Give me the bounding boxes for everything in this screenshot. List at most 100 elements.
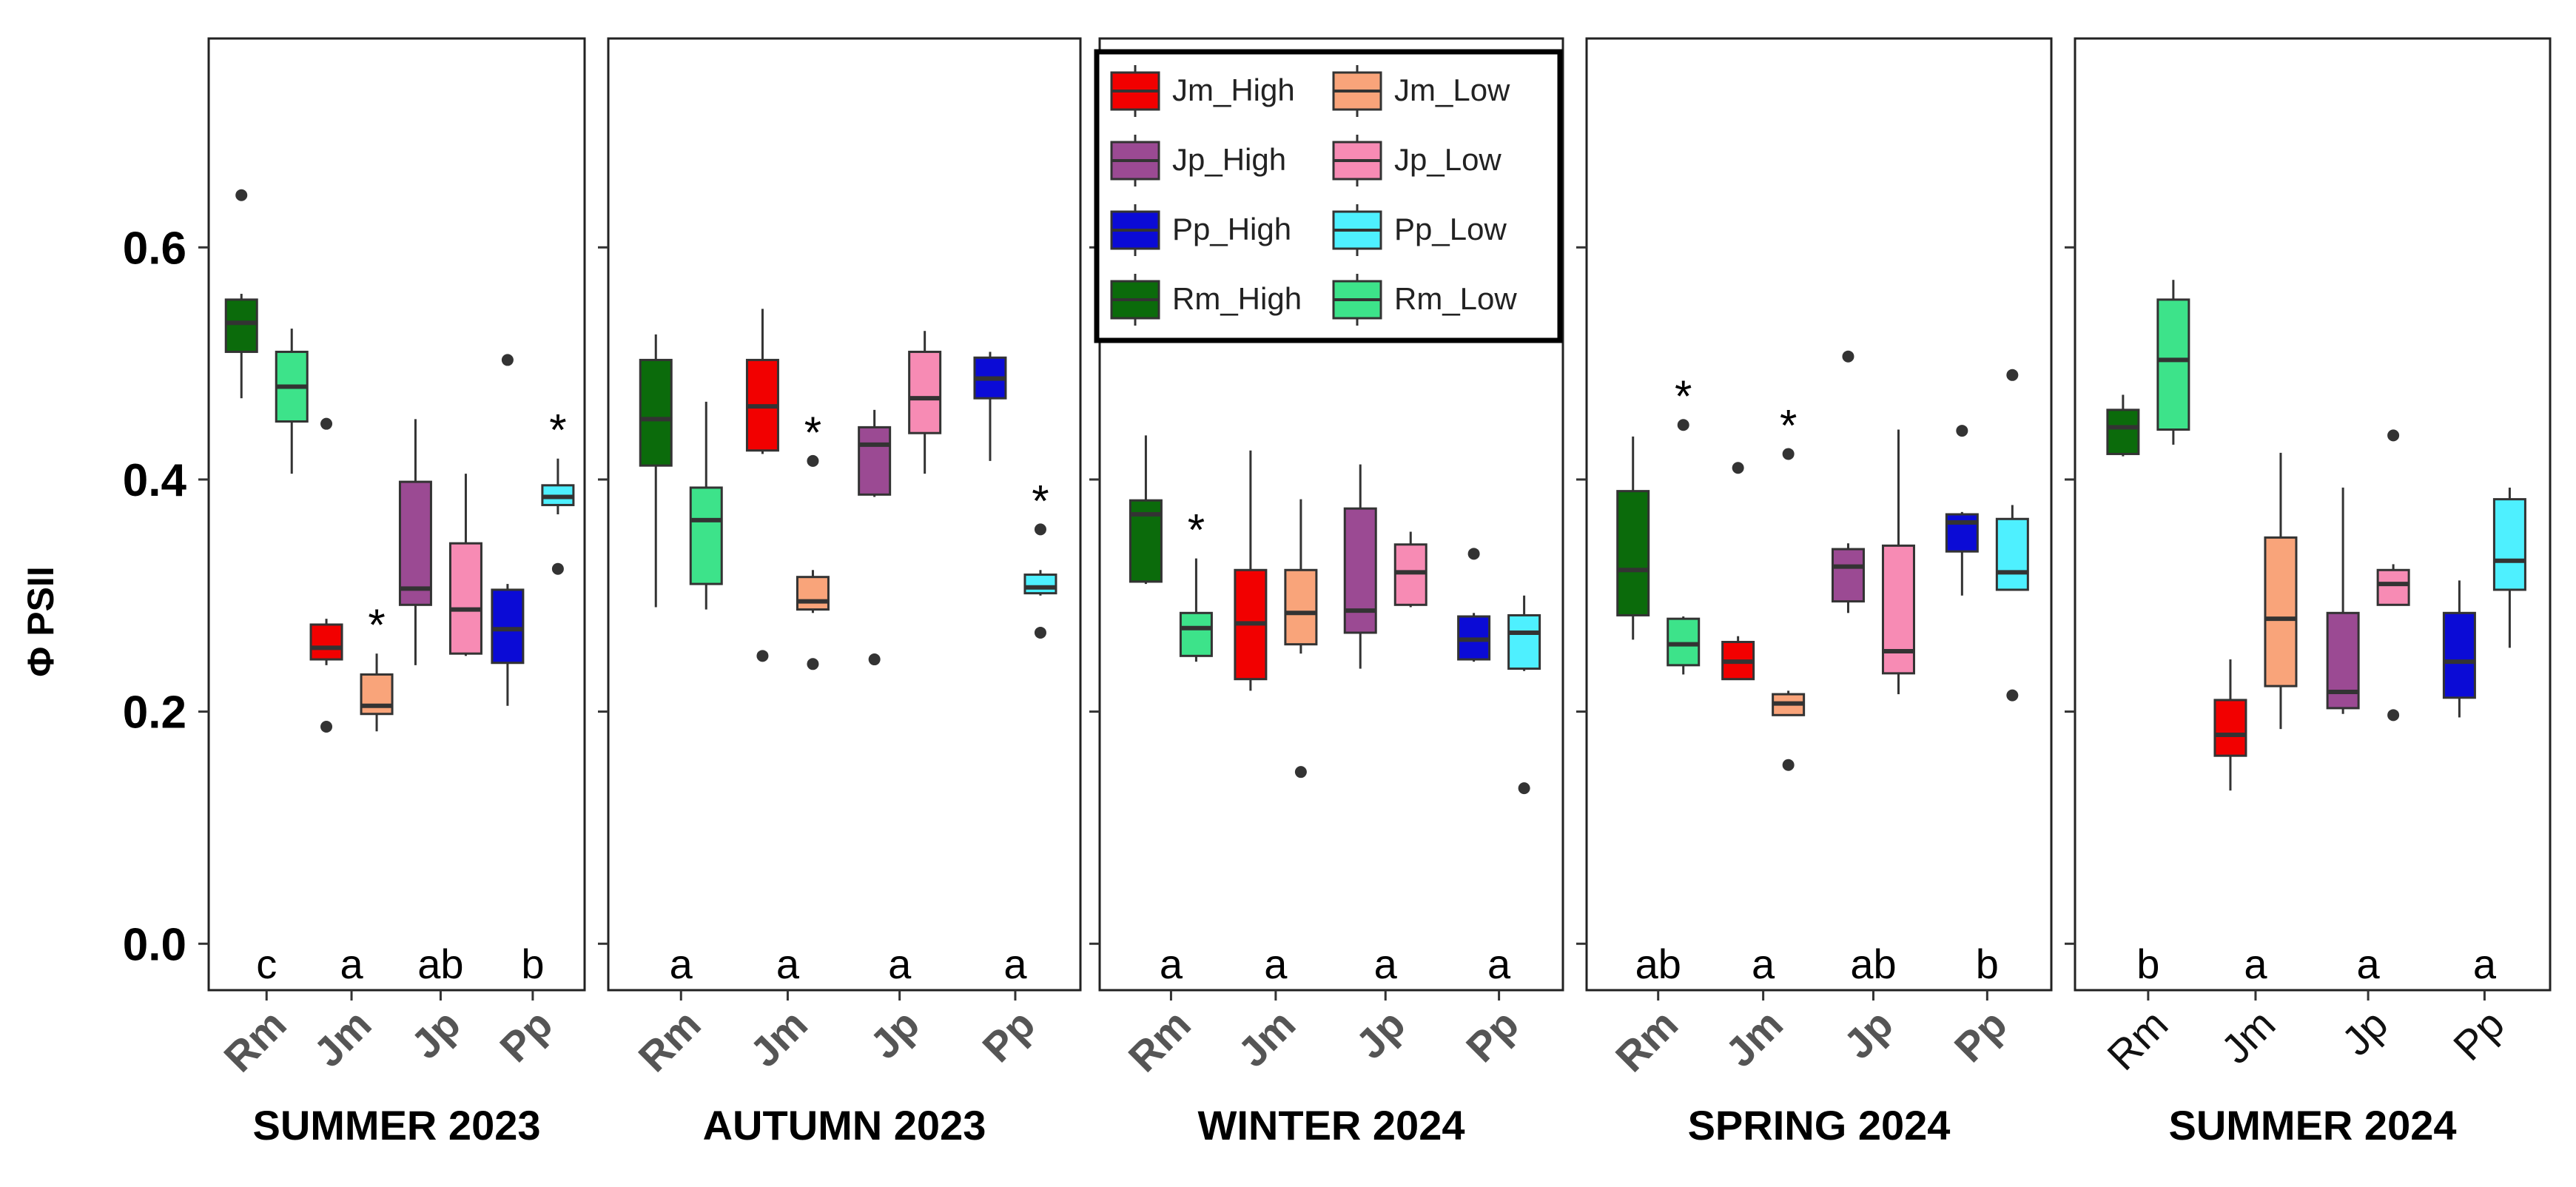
- group-letter: a: [340, 941, 363, 987]
- box-body: [1881, 544, 1915, 675]
- box-body: [224, 298, 258, 353]
- box-body: [2156, 298, 2190, 431]
- box-jp-low: [448, 474, 482, 656]
- box-jm-low: [796, 454, 830, 670]
- box-body: [689, 486, 723, 585]
- box-rm-high: [2106, 394, 2140, 457]
- box-jm-low: [1772, 448, 1806, 771]
- panel-summer-2023: * * c a ab b Rm Jm Jp Pp SUMMER 2023: [198, 37, 586, 1149]
- x-tick-label: Jm: [1716, 1001, 1792, 1076]
- outlier-point: [868, 653, 881, 666]
- legend-item-jp-low: Jp_Low: [1332, 135, 1501, 186]
- group-letter: a: [1752, 941, 1775, 987]
- box-body: [1023, 574, 1057, 595]
- box-body: [309, 623, 343, 661]
- x-tick-label: Jp: [402, 1001, 469, 1068]
- box-jp-high: [398, 419, 432, 665]
- box-rm-low: [1179, 558, 1213, 662]
- group-letter: b: [1976, 941, 1999, 987]
- box-jp-high: [1831, 350, 1865, 613]
- legend-label: Jm_High: [1172, 73, 1295, 107]
- box-body: [398, 480, 432, 606]
- group-letter: a: [2244, 941, 2267, 987]
- outlier-point: [1842, 350, 1854, 363]
- outlier-point: [320, 720, 333, 733]
- x-tick-label: Jm: [305, 1001, 380, 1076]
- group-letter: ab: [1850, 941, 1896, 987]
- legend-label: Rm_High: [1172, 281, 1302, 316]
- outlier-point: [1034, 626, 1046, 639]
- box-jm-high: [2213, 659, 2247, 791]
- outlier-point: [1467, 548, 1480, 560]
- box-body: [2376, 568, 2410, 606]
- x-tick-label: Pp: [973, 1001, 1043, 1071]
- legend-label: Jp_Low: [1394, 142, 1501, 177]
- group-letter: a: [888, 941, 912, 987]
- x-tick-label: Jp: [861, 1001, 928, 1068]
- outlier-point: [320, 417, 333, 430]
- legend-item-pp-high: Pp_High: [1110, 204, 1291, 256]
- panel-frame: [1585, 37, 2053, 992]
- box-jm-low: [2264, 452, 2298, 730]
- panel-autumn-2023: * * a a a a Rm Jm Jp Pp AUTUMN 2023: [598, 37, 1082, 1149]
- outlier-point: [756, 650, 769, 662]
- box-body: [448, 542, 482, 655]
- significance-star: *: [1780, 400, 1797, 450]
- x-tick-label: Rm: [2098, 1001, 2176, 1079]
- box-jp-low: [908, 331, 942, 474]
- box-jp-high: [858, 409, 892, 666]
- box-pp-low: [1995, 369, 2029, 702]
- box-body: [1507, 613, 1541, 670]
- y-tick-label: 0.4: [123, 455, 187, 506]
- legend: Jm_High Jm_Low Jp_High Jp_Low Pp_High Pp_Low R…: [1094, 49, 1563, 343]
- significance-star: *: [549, 406, 566, 455]
- box-body: [2442, 611, 2476, 699]
- box-rm-high: [639, 334, 673, 608]
- outlier-point: [1294, 766, 1307, 779]
- significance-star: *: [1675, 371, 1692, 421]
- box-body: [491, 588, 525, 665]
- x-tick-label: Pp: [491, 1001, 561, 1071]
- box-jm-high: [1721, 462, 1755, 681]
- group-letter: a: [776, 941, 800, 987]
- y-tick-label: 0.0: [123, 919, 186, 970]
- legend-label: Rm_Low: [1394, 281, 1517, 316]
- legend-label: Jp_High: [1172, 142, 1286, 177]
- box-body: [858, 426, 892, 496]
- box-body: [2106, 408, 2140, 455]
- x-tick-label: Rm: [629, 1001, 709, 1080]
- box-pp-high: [973, 352, 1007, 461]
- panel-spring-2024: * * ab a ab b Rm Jm Jp Pp SPRING 2024: [1576, 37, 2053, 1149]
- x-tick-label: Jp: [1835, 1001, 1902, 1068]
- legend-item-rm-low: Rm_Low: [1332, 274, 1517, 326]
- outlier-point: [235, 189, 248, 201]
- outlier-point: [2006, 369, 2019, 381]
- box-pp-high: [1457, 548, 1491, 662]
- legend-frame: [1094, 49, 1563, 343]
- box-rm-low: [2156, 280, 2190, 445]
- box-jp-low: [1393, 531, 1427, 608]
- y-axis: Φ PSII 0.0 0.2 0.4 0.6: [20, 223, 187, 970]
- x-tick-label: Pp: [2444, 1001, 2513, 1069]
- box-pp-high: [1945, 425, 1979, 596]
- box-rm-low: [275, 329, 309, 474]
- box-rm-low: [1667, 419, 1701, 675]
- group-letter: b: [521, 941, 544, 987]
- group-letter: ab: [1635, 941, 1681, 987]
- panel-frame: [2074, 37, 2552, 992]
- group-letter: a: [1487, 941, 1511, 987]
- box-pp-high: [491, 354, 525, 706]
- group-letter: b: [2136, 941, 2159, 987]
- box-body: [1995, 517, 2029, 591]
- outlier-point: [1518, 782, 1530, 795]
- box-body: [1831, 548, 1865, 603]
- box-jp-low: [1881, 429, 1915, 695]
- x-tick-label: Jm: [1229, 1001, 1305, 1076]
- outlier-point: [551, 562, 564, 575]
- group-letter: a: [2473, 941, 2497, 987]
- box-pp-high: [2442, 580, 2476, 718]
- legend-item-rm-high: Rm_High: [1110, 274, 1302, 326]
- y-tick-label: 0.6: [123, 223, 186, 274]
- y-tick-label: 0.2: [123, 687, 186, 739]
- outlier-point: [1034, 523, 1046, 536]
